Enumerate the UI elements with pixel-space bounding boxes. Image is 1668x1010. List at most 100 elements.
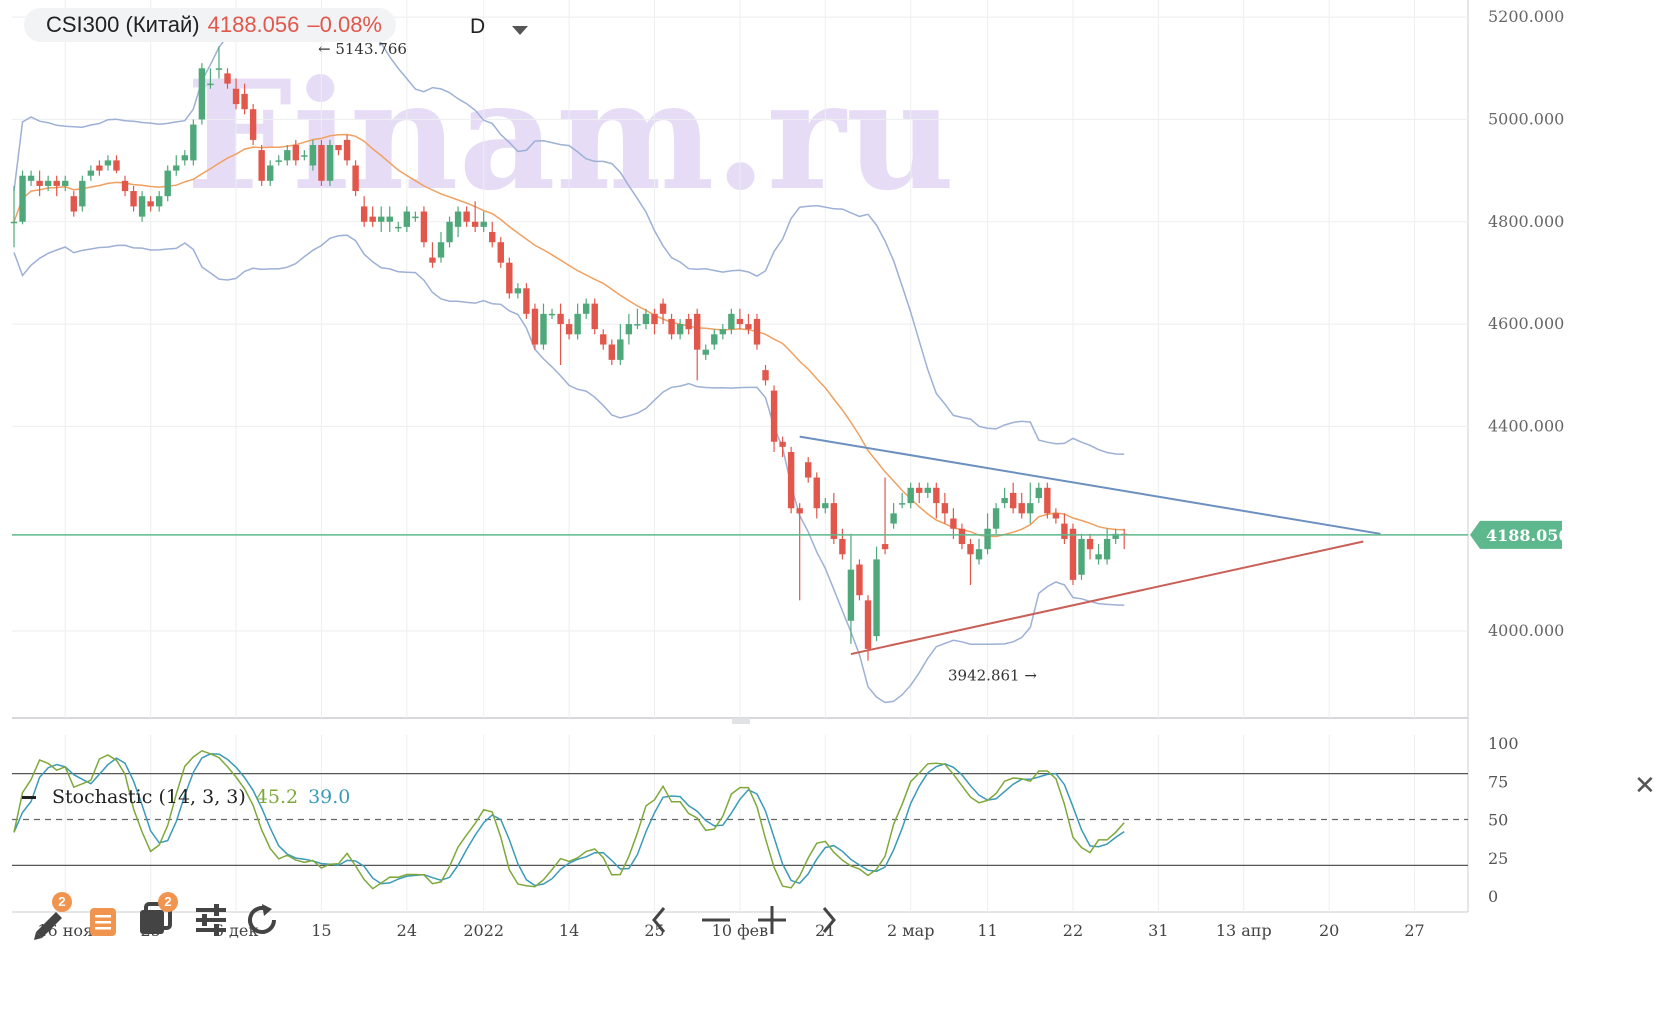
time-tick-label: 2022 bbox=[463, 921, 504, 940]
candle-body bbox=[591, 303, 598, 330]
candle-body bbox=[19, 175, 26, 222]
candle-body bbox=[950, 518, 957, 529]
candle-body bbox=[147, 201, 154, 207]
candle-body bbox=[27, 175, 35, 181]
candle-body bbox=[326, 145, 334, 181]
candle-body bbox=[540, 313, 547, 345]
candle-body bbox=[873, 559, 880, 637]
reset-icon[interactable] bbox=[244, 900, 284, 940]
candle-body bbox=[745, 324, 752, 330]
panel-resize-handle bbox=[732, 718, 750, 724]
candle-body bbox=[753, 318, 761, 345]
scroll-left-icon[interactable] bbox=[640, 900, 680, 940]
drawing-toolbar: 2 2 bbox=[30, 892, 630, 960]
candle-body bbox=[651, 313, 658, 325]
candle-body bbox=[44, 180, 52, 186]
time-tick-label: 22 bbox=[1063, 921, 1083, 940]
timeframe-label[interactable]: D bbox=[470, 15, 486, 38]
candle-body bbox=[1061, 523, 1068, 539]
candle-body bbox=[207, 83, 214, 86]
list-icon[interactable] bbox=[86, 900, 126, 940]
candle-body bbox=[104, 160, 112, 166]
resistance-trendline bbox=[799, 435, 1381, 535]
stochastic-tick-label: 0 bbox=[1488, 887, 1498, 906]
candle-body bbox=[531, 308, 539, 345]
candle-body bbox=[181, 155, 188, 161]
layers-count-badge: 2 bbox=[158, 892, 178, 912]
candle-body bbox=[335, 145, 342, 151]
timeframe-dropdown-icon[interactable] bbox=[512, 26, 528, 35]
candle-body bbox=[53, 180, 60, 186]
price-tick-label: 5000.000 bbox=[1488, 109, 1564, 128]
last-price-tag-label: 4188.056 bbox=[1486, 526, 1570, 545]
candle-body bbox=[617, 339, 624, 360]
candle-body bbox=[608, 344, 615, 360]
price-change: –0.08% bbox=[307, 12, 382, 37]
candle-body bbox=[565, 324, 573, 335]
collapse-indicator-icon[interactable] bbox=[22, 795, 36, 799]
candle-body bbox=[412, 216, 419, 219]
candle-body bbox=[489, 231, 496, 243]
candle-body bbox=[87, 170, 95, 176]
time-tick-label: 27 bbox=[1404, 921, 1424, 940]
zoom-in-icon[interactable] bbox=[752, 900, 792, 940]
stochastic-d-value: 39.0 bbox=[308, 786, 351, 808]
price-tick-label: 4600.000 bbox=[1488, 314, 1564, 333]
candle-body bbox=[1112, 533, 1119, 539]
candle-body bbox=[190, 124, 197, 161]
candle-body bbox=[164, 170, 171, 197]
candle-body bbox=[839, 538, 846, 555]
candle-body bbox=[813, 477, 820, 509]
candle-body bbox=[770, 390, 778, 442]
stochastic-tick-label: 100 bbox=[1488, 734, 1519, 753]
candle-body bbox=[659, 303, 667, 314]
candle-body bbox=[958, 528, 966, 545]
candle-body bbox=[343, 139, 351, 161]
candle-body bbox=[1027, 503, 1034, 514]
instrument-header[interactable]: CSI300 (Китай) 4188.056 –0.08% bbox=[24, 8, 396, 42]
candle-body bbox=[711, 334, 718, 345]
candle-body bbox=[395, 226, 402, 229]
candle-body bbox=[779, 441, 786, 447]
candle-body bbox=[480, 221, 487, 227]
candle-body bbox=[506, 262, 513, 294]
settings-sliders-icon[interactable] bbox=[192, 900, 232, 940]
price-tick-label: 4000.000 bbox=[1488, 621, 1564, 640]
high-annotation: ← 5143.766 bbox=[318, 40, 407, 58]
candle-body bbox=[369, 216, 376, 222]
candle-body bbox=[625, 324, 633, 335]
candle-body bbox=[138, 196, 146, 217]
candle-body bbox=[916, 487, 923, 493]
support-trendline bbox=[850, 540, 1364, 656]
candle-body bbox=[284, 150, 291, 161]
candle-body bbox=[360, 206, 368, 222]
candle-body bbox=[301, 155, 308, 157]
price-tick-label: 4800.000 bbox=[1488, 212, 1564, 231]
time-tick-label: 24 bbox=[397, 921, 417, 940]
candle-body bbox=[1035, 487, 1042, 499]
candle-body bbox=[685, 318, 692, 330]
candle-body bbox=[1078, 538, 1085, 575]
time-tick-label: 31 bbox=[1148, 921, 1168, 940]
candle-body bbox=[600, 334, 607, 345]
candle-body bbox=[967, 544, 974, 555]
candle-body bbox=[224, 73, 231, 84]
last-price-tag bbox=[1470, 520, 1562, 549]
scroll-right-icon[interactable] bbox=[808, 900, 848, 940]
draw-pencil-icon[interactable] bbox=[30, 900, 70, 940]
close-indicator-icon[interactable]: ✕ bbox=[1634, 770, 1656, 800]
candle-body bbox=[574, 313, 581, 335]
indicator-legend: Stochastic (14, 3, 3) 45.2 39.0 bbox=[22, 786, 350, 808]
time-tick-label: 11 bbox=[977, 921, 997, 940]
candle-body bbox=[1001, 498, 1008, 504]
time-tick-label: 10 фев bbox=[712, 921, 768, 940]
candle-body bbox=[847, 569, 855, 621]
candle-body bbox=[907, 487, 914, 504]
candle-body bbox=[1086, 538, 1094, 550]
time-tick-label: 15 bbox=[311, 921, 331, 940]
candle-body bbox=[762, 370, 769, 381]
zoom-out-icon[interactable] bbox=[696, 900, 736, 940]
stochastic-tick-label: 50 bbox=[1488, 811, 1508, 830]
watermark-text: Finam.ru bbox=[186, 48, 955, 224]
